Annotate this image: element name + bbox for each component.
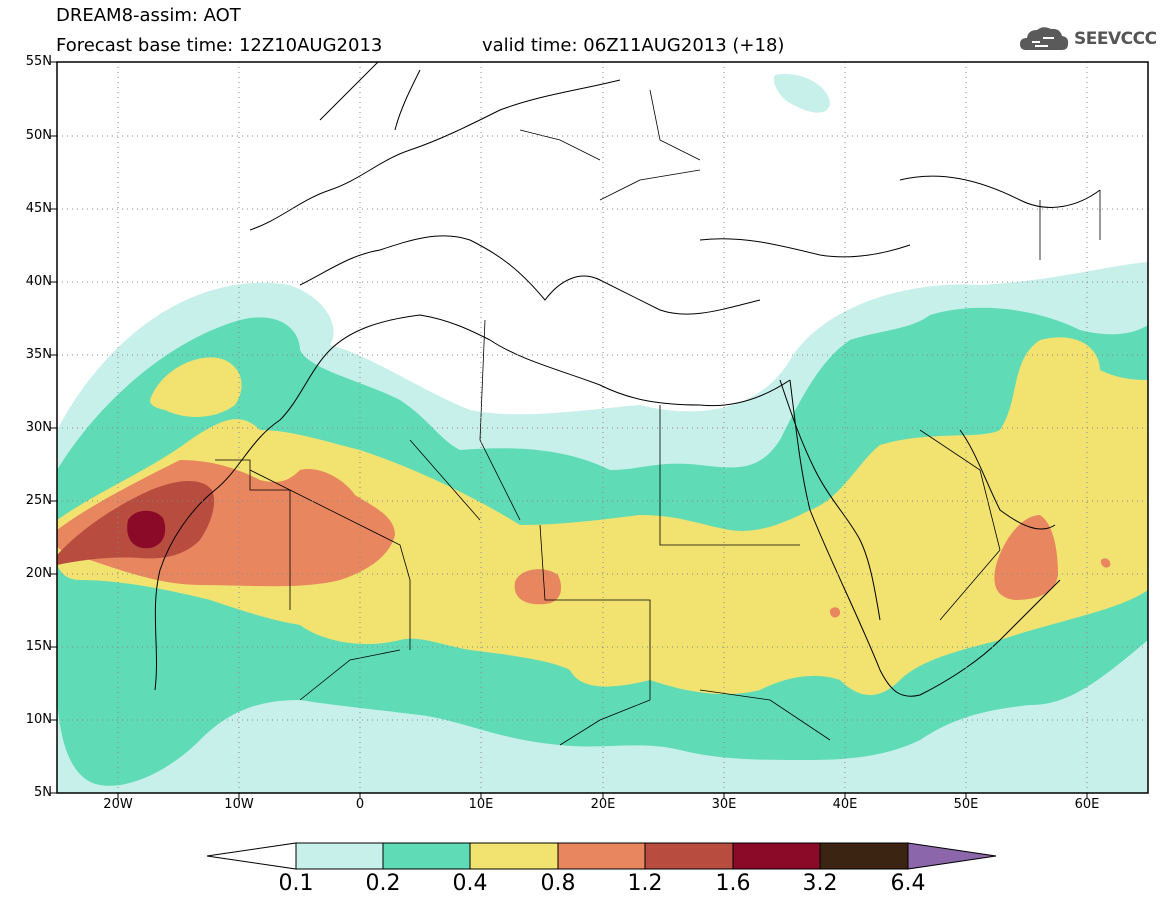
colorbar-segment <box>469 842 559 870</box>
colorbar-label: 3.2 <box>802 871 838 896</box>
lon-label: 10E <box>468 797 494 812</box>
colorbar-label: 0.4 <box>452 871 488 896</box>
colorbar-segment <box>644 842 734 870</box>
base-time-label: Forecast base time: 12Z10AUG2013 <box>56 35 383 56</box>
colorbar-label: 0.1 <box>278 871 314 896</box>
aot-band-0.8 <box>57 460 1111 618</box>
aot-band-1.6 <box>127 510 166 549</box>
graticule <box>57 62 1148 793</box>
lat-label: 15N <box>25 639 52 654</box>
seevccc-logo: SEEVCCC <box>1018 24 1157 54</box>
tick-marks <box>50 61 1088 799</box>
colorbar-segment <box>819 842 909 870</box>
cloud-icon <box>1020 27 1069 50</box>
colorbar-label: 1.2 <box>627 871 663 896</box>
lat-label: 10N <box>25 712 52 727</box>
lon-label: 10W <box>224 797 254 812</box>
colorbar-label: 0.8 <box>540 871 576 896</box>
colorbar-segment <box>732 842 821 870</box>
colorbar-label: 0.2 <box>365 871 401 896</box>
lon-label: 30E <box>711 797 737 812</box>
lat-label: 5N <box>34 785 52 800</box>
country-borders <box>215 89 1101 746</box>
lon-label: 20W <box>103 797 133 812</box>
lat-label: 35N <box>25 347 52 362</box>
map-title: DREAM8-assim: AOT <box>56 5 241 26</box>
lat-label: 30N <box>25 420 52 435</box>
colorbar <box>206 842 997 870</box>
lon-label: 40E <box>832 797 858 812</box>
colorbar-label: 1.6 <box>715 871 751 896</box>
lon-label: 60E <box>1074 797 1100 812</box>
lat-label: 45N <box>25 201 52 216</box>
colorbar-segment <box>295 842 384 870</box>
colorbar-low-arrow <box>206 842 297 870</box>
colorbar-high-arrow <box>907 842 997 870</box>
colorbar-segment <box>557 842 646 870</box>
lat-label: 55N <box>25 54 52 69</box>
lat-label: 40N <box>25 274 52 289</box>
valid-time-label: valid time: 06Z11AUG2013 (+18) <box>482 35 785 56</box>
colorbar-label: 6.4 <box>890 871 926 896</box>
lon-label: 50E <box>953 797 979 812</box>
colorbar-segment <box>382 842 471 870</box>
lat-label: 50N <box>25 128 52 143</box>
logo-text: SEEVCCC <box>1074 29 1157 49</box>
coastlines <box>154 62 1101 697</box>
aot-band-0.4 <box>57 337 1148 695</box>
lon-label: 20E <box>590 797 616 812</box>
lon-label: 0 <box>355 797 365 812</box>
lat-label: 20N <box>25 566 52 581</box>
lat-label: 25N <box>25 493 52 508</box>
